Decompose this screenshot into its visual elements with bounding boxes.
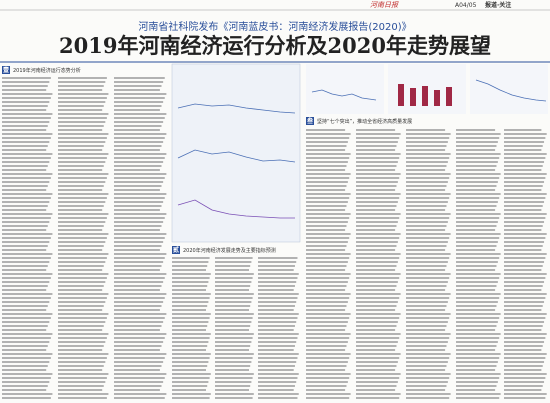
chart-line [177, 103, 296, 114]
chart-box [470, 64, 548, 114]
section-number: 壹 [3, 66, 9, 74]
chart-bar [434, 90, 440, 106]
section-badge [306, 117, 314, 125]
kicker: 河南省社科院发布《河南蓝皮书：河南经济发展报告(2020)》 [138, 20, 411, 33]
chart-bar [422, 86, 428, 106]
section-badge [172, 246, 180, 254]
section-badge [2, 66, 10, 74]
chart-bar [446, 87, 452, 106]
chart-box [306, 64, 384, 114]
chart-line [311, 89, 377, 101]
chart-line [177, 149, 296, 163]
body-text [2, 77, 547, 399]
section-heading: 坚持“七个突出”，推动全省经济高质量发展 [317, 118, 412, 125]
section-number: 贰 [173, 246, 179, 254]
chart-figures [177, 103, 296, 219]
top-charts [306, 64, 548, 114]
section-heading: 2019年河南经济运行态势分析 [13, 67, 81, 74]
chart-bar [398, 84, 404, 106]
page-number: A04/05 [455, 2, 477, 9]
chart-line [475, 79, 547, 102]
section-name: 报道·关注 [485, 1, 511, 9]
headline: 2019年河南经济运行分析及2020年走势展望 [59, 33, 491, 58]
chart-bar [410, 88, 416, 106]
chart-panel [171, 63, 301, 243]
section-heading: 2020年河南经济发展走势及主要指标预测 [183, 247, 276, 254]
chart-line [177, 199, 295, 219]
logo: 河南日报 [370, 1, 399, 9]
section-number: 叁 [306, 117, 313, 125]
